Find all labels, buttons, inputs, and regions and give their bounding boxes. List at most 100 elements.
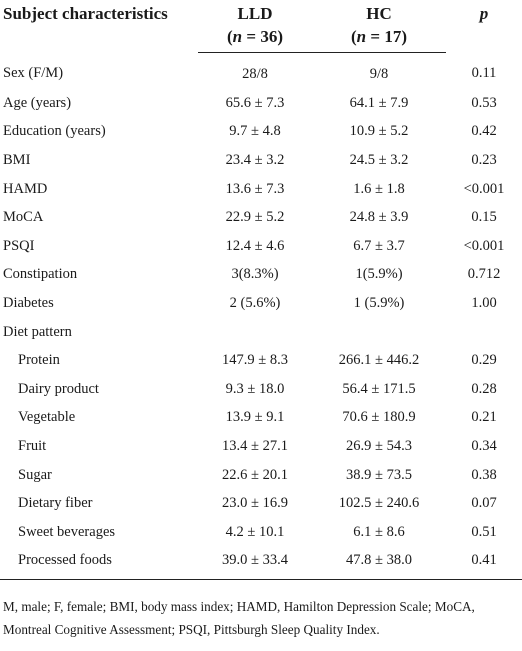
cell-p-value: 0.51 bbox=[471, 523, 497, 540]
row-label: Diet pattern bbox=[3, 323, 72, 340]
cell-p-value: 0.15 bbox=[471, 209, 497, 226]
table-row: Education (years) 9.7 ± 4.8 10.9 ± 5.2 0.42 bbox=[0, 118, 522, 147]
cell-hc: 1 (5.9%) bbox=[353, 294, 405, 311]
cell-p-value: 0.41 bbox=[446, 546, 522, 581]
row-label: Processed foods bbox=[0, 546, 198, 581]
cell-hc: 47.8 ± 38.0 bbox=[312, 546, 446, 581]
cell-p-value: 0.42 bbox=[471, 123, 497, 140]
cell-hc: 64.1 ± 7.9 bbox=[349, 94, 409, 111]
table-row: Dietary fiber 23.0 ± 16.9 102.5 ± 240.6 0.0… bbox=[0, 489, 522, 518]
header-p-value: p bbox=[479, 4, 489, 23]
row-label: Protein bbox=[18, 352, 60, 369]
cell-hc: 102.5 ± 240.6 bbox=[338, 495, 420, 512]
table-row: Fruit 13.4 ± 27.1 26.9 ± 54.3 0.34 bbox=[0, 432, 522, 461]
table-row: Sugar 22.6 ± 20.1 38.9 ± 73.5 0.38 bbox=[0, 461, 522, 490]
cell-lld: 28/8 bbox=[242, 65, 268, 82]
cell-lld: 39.0 ± 33.4 bbox=[198, 546, 312, 581]
cell-p-value: 0.53 bbox=[471, 94, 497, 111]
cell-lld: 22.9 ± 5.2 bbox=[225, 209, 285, 226]
cell-lld: 65.6 ± 7.3 bbox=[225, 94, 285, 111]
cell-hc: 26.9 ± 54.3 bbox=[346, 437, 412, 454]
table-row: Age (years) 65.6 ± 7.3 64.1 ± 7.9 0.53 bbox=[0, 89, 522, 118]
table-header: Subject characteristics LLD HC p (n = 36… bbox=[0, 0, 522, 53]
table-footnote: M, male; F, female; BMI, body mass index… bbox=[3, 599, 475, 637]
cell-lld: 4.2 ± 10.1 bbox=[225, 523, 285, 540]
row-label: Sex (F/M) bbox=[3, 65, 64, 82]
header-hc-n-var: n bbox=[356, 27, 367, 46]
header-hc-n-value: = 17) bbox=[366, 27, 407, 46]
cell-p-value: 0.11 bbox=[471, 65, 497, 82]
row-label: Dairy product bbox=[18, 380, 99, 397]
cell-hc: 70.6 ± 180.9 bbox=[342, 409, 416, 426]
row-label: Constipation bbox=[3, 266, 78, 283]
header-lld-n: (n = 36) bbox=[198, 25, 312, 53]
table-row: Diabetes 2 (5.6%) 1 (5.9%) 1.00 bbox=[0, 289, 522, 318]
header-subject-characteristics: Subject characteristics bbox=[3, 4, 168, 23]
cell-hc: 1(5.9%) bbox=[355, 266, 403, 283]
cell-lld: 2 (5.6%) bbox=[229, 294, 281, 311]
cell-hc: 1.6 ± 1.8 bbox=[353, 180, 405, 197]
cell-p-value: 0.29 bbox=[471, 352, 497, 369]
table-row: PSQI 12.4 ± 4.6 6.7 ± 3.7 <0.001 bbox=[0, 232, 522, 261]
row-label: Sweet beverages bbox=[18, 523, 116, 540]
characteristics-table: Subject characteristics LLD HC p (n = 36… bbox=[0, 0, 522, 581]
cell-hc: 38.9 ± 73.5 bbox=[346, 466, 412, 483]
cell-hc: 9/8 bbox=[369, 65, 389, 82]
cell-p-value: 0.23 bbox=[471, 151, 497, 168]
table-row: Vegetable 13.9 ± 9.1 70.6 ± 180.9 0.21 bbox=[0, 404, 522, 433]
cell-hc: 56.4 ± 171.5 bbox=[342, 380, 416, 397]
table-row: Processed foods 39.0 ± 33.4 47.8 ± 38.0 0.4… bbox=[0, 546, 522, 581]
row-label: Fruit bbox=[18, 437, 47, 454]
cell-lld: 147.9 ± 8.3 bbox=[222, 352, 288, 369]
cell-lld: 12.4 ± 4.6 bbox=[225, 237, 285, 254]
row-label: Sugar bbox=[18, 466, 52, 483]
cell-p-value: 0.28 bbox=[471, 380, 497, 397]
row-label: HAMD bbox=[3, 180, 48, 197]
cell-lld bbox=[198, 318, 312, 347]
cell-p-value: 0.34 bbox=[471, 437, 497, 454]
row-label: Diabetes bbox=[3, 294, 54, 311]
row-label: Dietary fiber bbox=[18, 495, 93, 512]
cell-p-value: 0.07 bbox=[471, 495, 497, 512]
header-hc: HC bbox=[366, 4, 392, 23]
cell-lld: 13.6 ± 7.3 bbox=[225, 180, 285, 197]
cell-hc: 10.9 ± 5.2 bbox=[349, 123, 409, 140]
row-label: Vegetable bbox=[18, 409, 76, 426]
table-row: Protein 147.9 ± 8.3 266.1 ± 446.2 0.29 bbox=[0, 346, 522, 375]
row-label: Age (years) bbox=[3, 94, 72, 111]
header-hc-n: (n = 17) bbox=[312, 25, 446, 53]
cell-hc: 6.7 ± 3.7 bbox=[353, 237, 405, 254]
cell-hc: 24.8 ± 3.9 bbox=[349, 209, 409, 226]
cell-lld: 23.4 ± 3.2 bbox=[225, 151, 285, 168]
cell-hc: 24.5 ± 3.2 bbox=[349, 151, 409, 168]
table-row: Sweet beverages 4.2 ± 10.1 6.1 ± 8.6 0.51 bbox=[0, 518, 522, 547]
cell-hc: 266.1 ± 446.2 bbox=[338, 352, 420, 369]
row-label: Education (years) bbox=[3, 123, 106, 140]
cell-hc: 6.1 ± 8.6 bbox=[353, 523, 405, 540]
cell-p-value bbox=[446, 318, 522, 347]
table-row: HAMD 13.6 ± 7.3 1.6 ± 1.8 <0.001 bbox=[0, 175, 522, 204]
row-label: BMI bbox=[3, 151, 31, 168]
header-lld-n-open: ( bbox=[227, 27, 233, 46]
header-lld-n-value: = 36) bbox=[242, 27, 283, 46]
table-row: Sex (F/M) 28/8 9/8 0.11 bbox=[0, 53, 522, 90]
cell-hc bbox=[312, 318, 446, 347]
cell-lld: 9.3 ± 18.0 bbox=[225, 380, 285, 397]
row-label: MoCA bbox=[3, 209, 44, 226]
cell-lld: 9.7 ± 4.8 bbox=[229, 123, 281, 140]
cell-lld: 13.9 ± 9.1 bbox=[225, 409, 285, 426]
table-row: Dairy product 9.3 ± 18.0 56.4 ± 171.5 0.28 bbox=[0, 375, 522, 404]
table-row: Constipation 3(8.3%) 1(5.9%) 0.712 bbox=[0, 261, 522, 290]
cell-p-value: <0.001 bbox=[463, 180, 505, 197]
cell-p-value: 1.00 bbox=[471, 294, 497, 311]
cell-p-value: 0.21 bbox=[471, 409, 497, 426]
cell-lld: 13.4 ± 27.1 bbox=[222, 437, 288, 454]
table-body: Sex (F/M) 28/8 9/8 0.11 Age (years) 65.6 ± 7.… bbox=[0, 53, 522, 581]
header-lld-n-var: n bbox=[232, 27, 243, 46]
header-hc-n-open: ( bbox=[351, 27, 357, 46]
cell-lld: 22.6 ± 20.1 bbox=[222, 466, 288, 483]
cell-lld: 3(8.3%) bbox=[231, 266, 279, 283]
table-row: MoCA 22.9 ± 5.2 24.8 ± 3.9 0.15 bbox=[0, 203, 522, 232]
cell-p-value: 0.712 bbox=[467, 266, 501, 283]
